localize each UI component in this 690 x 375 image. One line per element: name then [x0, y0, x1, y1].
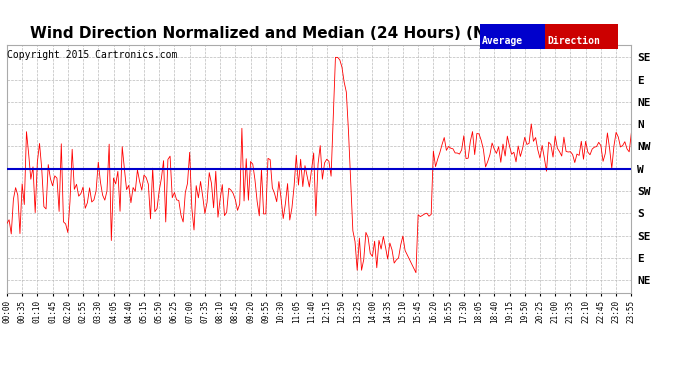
Title: Wind Direction Normalized and Median (24 Hours) (New) 20151206: Wind Direction Normalized and Median (24…	[30, 26, 608, 41]
Text: Average: Average	[482, 36, 523, 46]
Text: Copyright 2015 Cartronics.com: Copyright 2015 Cartronics.com	[7, 50, 177, 60]
Text: Direction: Direction	[547, 36, 600, 46]
